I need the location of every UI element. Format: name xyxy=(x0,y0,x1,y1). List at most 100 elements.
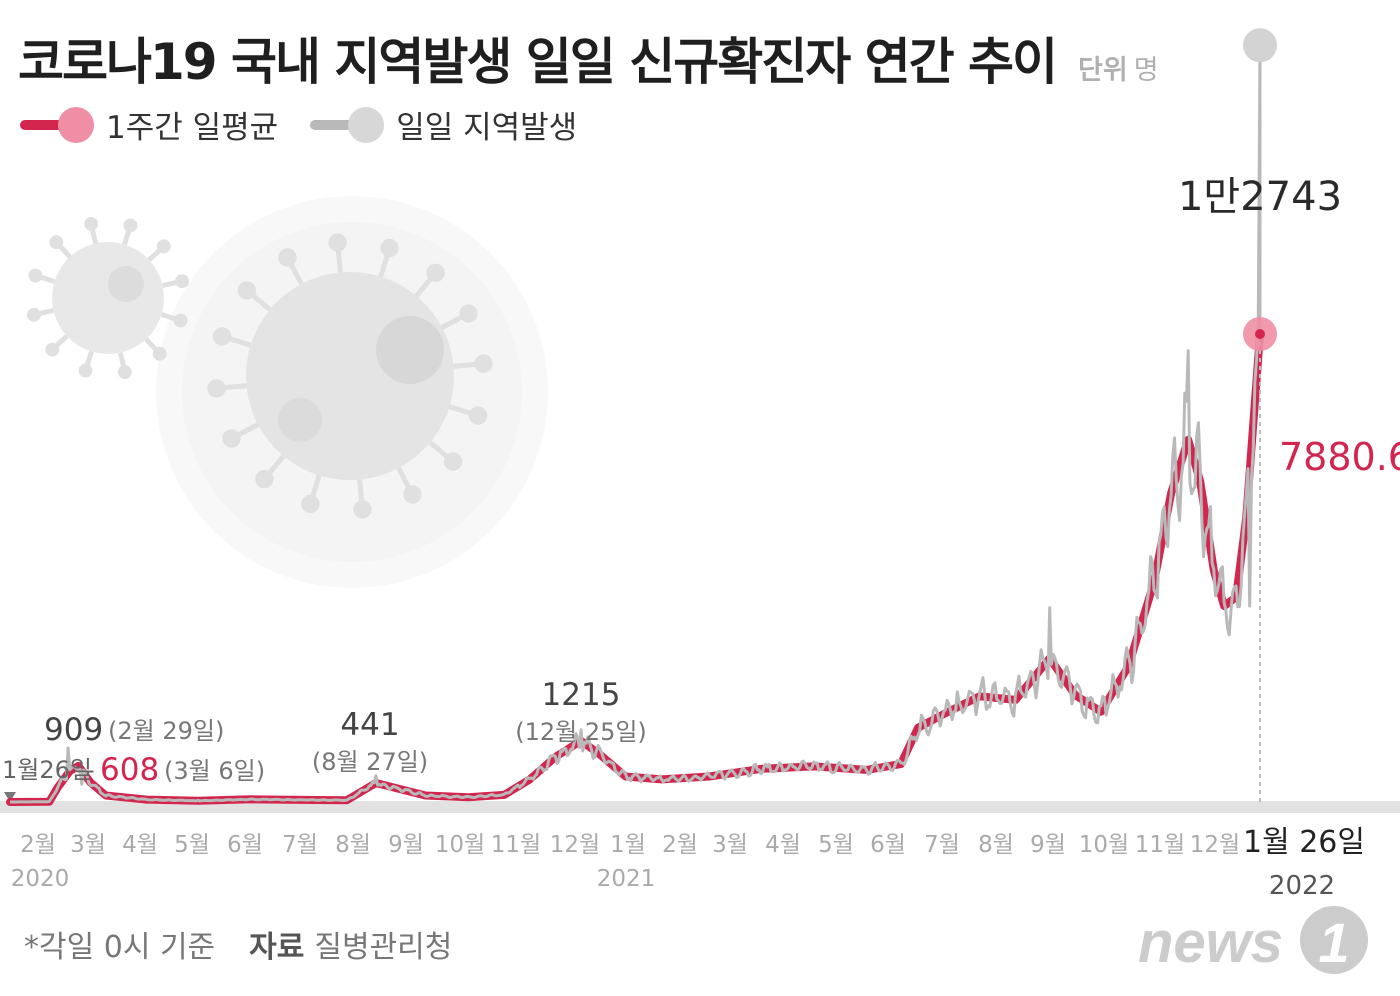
x-tick-label: 4월 xyxy=(765,832,801,858)
legend-line-daily-local xyxy=(310,119,367,130)
virus-spike-tip xyxy=(84,216,99,231)
virus-spike-tip xyxy=(175,274,190,289)
title-row: 코로나19 국내 지역발생 일일 신규확진자 연간 추이 단위 명 xyxy=(18,22,1159,94)
legend-line-weekly-average xyxy=(20,119,76,130)
virus-spike-tip xyxy=(49,235,64,250)
virus-spike-tip xyxy=(78,363,93,378)
x-tick-label: 2월 xyxy=(662,832,698,858)
annotation-max-value: 1만2743 xyxy=(1178,174,1342,220)
virus-spike-tip xyxy=(117,365,132,380)
chart-title: 코로나19 국내 지역발생 일일 신규확진자 연간 추이 xyxy=(18,33,1058,91)
x-tick-label: 11월 xyxy=(491,832,541,858)
virus-spike-tip xyxy=(123,218,138,233)
x-tick-label: 11월 xyxy=(1135,832,1185,858)
current-dot-weekly-average xyxy=(1255,329,1265,340)
virus-spike-tip xyxy=(173,313,188,328)
legend-dot-daily-local xyxy=(348,106,385,143)
annotation-start-date: 1월26일 xyxy=(2,756,92,784)
virus-spike-tip xyxy=(459,304,478,323)
x-tick-label: 6월 xyxy=(870,832,906,858)
x-tick-label: 5월 xyxy=(174,832,210,858)
x-tick-label: 8월 xyxy=(978,832,1014,858)
x-tick-label: 12월 xyxy=(1190,832,1240,858)
legend-item-daily-local: 일일 지역발생 xyxy=(310,102,577,147)
x-year-label: 2020 xyxy=(11,866,70,892)
virus-spike-tip xyxy=(301,494,320,514)
legend-swatch-weekly-average xyxy=(20,105,94,145)
unit-label: 단위 명 xyxy=(1078,48,1159,87)
peak-marker-daily-local xyxy=(1243,28,1277,63)
x-axis-ticks: 2월 3월 4월 5월 6월 7월 8월 9월 10월 11월 12월 1월 2월 3월 4월 5월 6월 7월 8… xyxy=(11,825,1365,901)
legend: 1주간 일평균 일일 지역발생 xyxy=(20,102,609,147)
unit-key: 단위 xyxy=(1078,55,1128,86)
logo-numeral: 1 xyxy=(1318,911,1349,974)
x-tick-label: 2월 xyxy=(20,832,56,858)
start-marker-icon xyxy=(4,792,16,802)
x-tick-label: 10월 xyxy=(435,832,485,858)
virus-spike-tip xyxy=(28,268,43,283)
news1-logo: news 1 xyxy=(1138,906,1368,975)
virus-spike-tip xyxy=(255,469,274,489)
virus-spike-tip xyxy=(222,429,241,448)
virus-spike-tip xyxy=(156,239,171,254)
legend-label-daily-local: 일일 지역발생 xyxy=(396,110,578,146)
x-tick-label: 1월 xyxy=(610,832,646,858)
virus-spike-tip xyxy=(474,354,493,373)
annotation-peak-date: (2월 29일) xyxy=(108,717,224,745)
annotation-peak-value: 909 xyxy=(44,712,103,748)
x-tick-label: 7월 xyxy=(282,832,318,858)
x-tick-label: 8월 xyxy=(335,832,371,858)
x-tick-label: 9월 xyxy=(1030,832,1066,858)
annotation-dash: - xyxy=(86,756,95,784)
x-tick-label: 6월 xyxy=(227,832,263,858)
virus-spike-tip xyxy=(207,379,226,398)
annotation-avg-peak-value: 608 xyxy=(100,752,159,788)
virus-small-spot xyxy=(108,266,144,302)
virus-spike-tip xyxy=(45,342,60,357)
annotation-august-value: 441 xyxy=(340,707,399,743)
virus-spike-tip xyxy=(212,327,232,346)
virus-large-spot xyxy=(376,316,444,384)
virus-illustration xyxy=(26,196,548,588)
virus-spike-tip xyxy=(26,307,41,322)
virus-spike-tip xyxy=(403,485,422,504)
footer: *각일 0시 기준 자료 질병관리청 xyxy=(24,922,452,966)
legend-item-weekly-average: 1주간 일평균 xyxy=(20,102,278,147)
x-tick-label: 3월 xyxy=(712,832,748,858)
virus-spike-tip xyxy=(353,500,372,519)
x-tick-label: 12월 xyxy=(550,832,600,858)
logo-text: news xyxy=(1138,910,1283,975)
x-tick-label: 1월 26일 xyxy=(1243,825,1365,860)
virus-spike-tip xyxy=(426,263,445,283)
x-tick-label: 5월 xyxy=(818,832,854,858)
footer-note: *각일 0시 기준 xyxy=(24,930,216,965)
annotation-current-average: 7880.6 xyxy=(1279,435,1400,479)
virus-spike-tip xyxy=(468,406,488,425)
footer-source-key: 자료 xyxy=(249,930,305,965)
virus-spike-tip xyxy=(328,233,347,252)
x-year-label: 2022 xyxy=(1269,871,1335,901)
annotation-december-value: 1215 xyxy=(542,677,621,713)
virus-spike-tip xyxy=(443,452,463,471)
legend-label-weekly-average: 1주간 일평균 xyxy=(106,110,279,146)
x-tick-label: 10월 xyxy=(1079,832,1129,858)
annotation-avg-peak-date: (3월 6일) xyxy=(164,757,265,785)
x-tick-label: 3월 xyxy=(70,832,106,858)
legend-swatch-daily-local xyxy=(310,105,385,145)
x-tick-label: 7월 xyxy=(924,832,960,858)
virus-spike-tip xyxy=(152,346,167,361)
annotation-august-date: (8월 27일) xyxy=(312,748,428,776)
legend-dot-weekly-average xyxy=(58,106,94,143)
annotation-december-date: (12월 25일) xyxy=(515,718,647,746)
x-tick-label: 4월 xyxy=(122,832,158,858)
series-line-daily-local xyxy=(10,45,1262,804)
x-year-label: 2021 xyxy=(597,866,656,892)
virus-spike-tip xyxy=(380,238,399,258)
virus-small-body xyxy=(52,242,164,354)
x-tick-label: 9월 xyxy=(388,832,424,858)
virus-spike-tip xyxy=(278,248,297,267)
unit-value: 명 xyxy=(1133,55,1159,86)
virus-spike-tip xyxy=(237,281,257,300)
virus-large-spot xyxy=(278,398,322,442)
